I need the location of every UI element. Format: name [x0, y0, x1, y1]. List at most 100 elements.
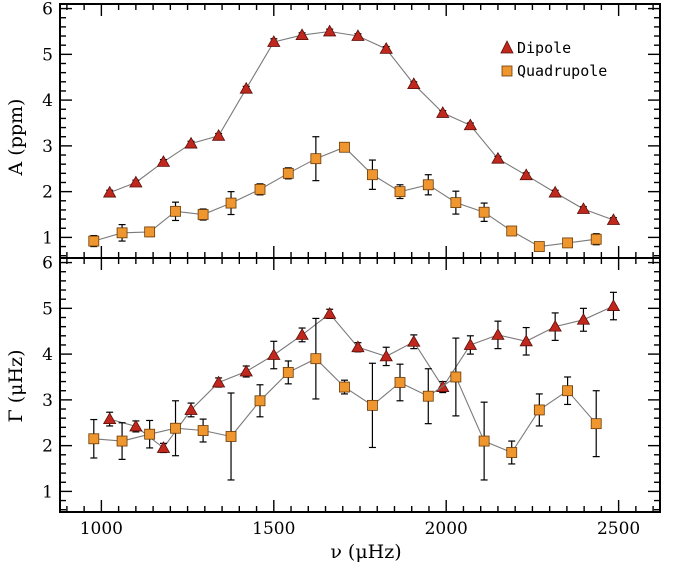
legend-dipole-marker — [500, 40, 514, 54]
linewidth-y-tick-label: 3 — [42, 391, 53, 411]
linewidth-quadrupole-point — [422, 390, 434, 402]
linewidth-dipole-point — [351, 340, 365, 353]
linewidth-quadrupole-point — [88, 433, 100, 445]
amplitude-quadrupole-point — [88, 235, 100, 247]
amplitude-quadrupole-point — [422, 179, 434, 191]
linewidth-quadrupole-point — [170, 422, 181, 434]
amplitude-dipole-point — [491, 151, 505, 164]
amplitude-quadrupole-point — [394, 186, 406, 198]
linewidth-y-tick-label: 6 — [42, 254, 53, 274]
linewidth-quadrupole-point — [450, 371, 462, 383]
amplitude-dipole-point — [322, 24, 337, 37]
amplitude-dipole-point — [436, 106, 450, 118]
y-axis-label-amplitude: A (ppm) — [5, 99, 27, 177]
linewidth-dipole-point — [379, 349, 393, 362]
amplitude-panel: 1 2 3 4 5 6 — [42, 0, 661, 259]
amplitude-y-tick-label: 5 — [42, 45, 53, 65]
linewidth-dipole-point — [129, 419, 143, 432]
linewidth-dipole-point — [407, 334, 421, 347]
legend: Dipole Quadrupole — [500, 39, 607, 80]
linewidth-dipole-point — [295, 328, 309, 340]
linewidth-dipole-point — [491, 328, 505, 340]
amplitude-quadrupole-point — [367, 169, 378, 181]
legend-quadrupole-label: Quadrupole — [517, 62, 607, 80]
linewidth-dipole-point — [156, 441, 171, 453]
amplitude-quadrupole-point — [450, 197, 462, 209]
linewidth-quadrupole-point — [394, 377, 406, 388]
amplitude-quadrupole-point — [116, 227, 128, 239]
amplitude-y-tick-label: 3 — [42, 137, 53, 157]
x-axis-label: ν (μHz) — [330, 541, 401, 563]
amplitude-quadrupole-point — [562, 237, 573, 249]
linewidth-dipole-point — [211, 375, 226, 388]
amplitude-quadrupole-point — [506, 225, 518, 237]
amplitude-quadrupole-point — [282, 167, 294, 179]
linewidth-dipole-point — [519, 334, 533, 347]
linewidth-dipole-point — [267, 348, 281, 360]
linewidth-x-tick-label: 2500 — [597, 519, 640, 539]
legend-quadrupole-marker — [501, 65, 513, 77]
amplitude-quadrupole-point — [339, 141, 350, 153]
amplitude-dipole-point — [407, 77, 421, 89]
amplitude-quadrupole-point — [225, 197, 237, 209]
linewidth-dipole-line — [109, 305, 614, 449]
amplitude-dipole-point — [576, 202, 591, 214]
amplitude-dipole-point — [267, 35, 281, 47]
amplitude-dipole-point — [351, 29, 365, 41]
linewidth-quadrupole-point — [144, 428, 156, 440]
amplitude-dipole-point — [211, 128, 226, 141]
linewidth-y-tick-label: 5 — [42, 299, 53, 319]
amplitude-dipole-point — [548, 185, 562, 198]
amplitude-dipole-point — [606, 213, 621, 225]
linewidth-dipole-point — [576, 312, 591, 325]
linewidth-x-tick-label: 2000 — [425, 519, 468, 539]
amplitude-y-tick-label: 4 — [42, 91, 53, 111]
linewidth-dipole-point — [184, 403, 198, 415]
linewidth-y-tick-label: 4 — [42, 345, 53, 365]
linewidth-quadrupole-point — [533, 404, 545, 416]
linewidth-quadrupole-point — [197, 425, 209, 436]
amplitude-dipole-line — [109, 30, 614, 221]
linewidth-quadrupole-point — [562, 385, 573, 397]
amplitude-quadrupole-point — [170, 205, 181, 217]
amplitude-y-tick-label: 6 — [42, 0, 53, 20]
linewidth-quadrupole-point — [116, 435, 128, 447]
amplitude-quadrupole-point — [533, 241, 545, 252]
amplitude-quadrupole-point — [144, 226, 156, 238]
linewidth-x-tick-label: 1000 — [80, 519, 123, 539]
amplitude-quadrupole-point — [197, 209, 209, 220]
amplitude-dipole-point — [295, 28, 309, 41]
linewidth-y-tick-label: 1 — [42, 482, 53, 502]
linewidth-quadrupole-point — [367, 399, 378, 411]
amplitude-dipole-point — [129, 175, 143, 188]
amplitude-dipole-point — [519, 168, 533, 181]
amplitude-quadrupole-point — [590, 233, 602, 245]
legend-dipole-label: Dipole — [517, 39, 571, 57]
linewidth-quadrupole-point — [506, 447, 518, 458]
linewidth-dipole-point — [102, 412, 117, 424]
amplitude-dipole-point — [156, 155, 171, 167]
linewidth-dipole-point — [322, 307, 337, 319]
amplitude-quadrupole-point — [254, 183, 266, 195]
amplitude-quadrupole-point — [310, 153, 322, 165]
linewidth-dipole-point — [239, 364, 253, 377]
linewidth-quadrupole-point — [282, 367, 294, 378]
linewidth-x-tick-label: 1500 — [252, 519, 295, 539]
amplitude-quadrupole-line — [93, 146, 597, 248]
linewidth-dipole-point — [463, 338, 478, 350]
amplitude-dipole-point — [239, 81, 253, 94]
amplitude-dipole-point — [184, 136, 198, 149]
amplitude-y-tick-label: 1 — [42, 228, 53, 248]
linewidth-dipole-point — [548, 319, 562, 332]
linewidth-dipole-point — [606, 299, 621, 311]
linewidth-quadrupole-point — [254, 395, 266, 407]
amplitude-quadrupole-point — [478, 206, 490, 218]
amplitude-dipole-point — [102, 185, 117, 198]
amplitude-y-tick-label: 2 — [42, 183, 53, 203]
amplitude-dipole-point — [463, 118, 478, 131]
linewidth-quadrupole-point — [225, 431, 237, 442]
linewidth-quadrupole-point — [310, 353, 322, 365]
linewidth-y-tick-label: 2 — [42, 437, 53, 457]
